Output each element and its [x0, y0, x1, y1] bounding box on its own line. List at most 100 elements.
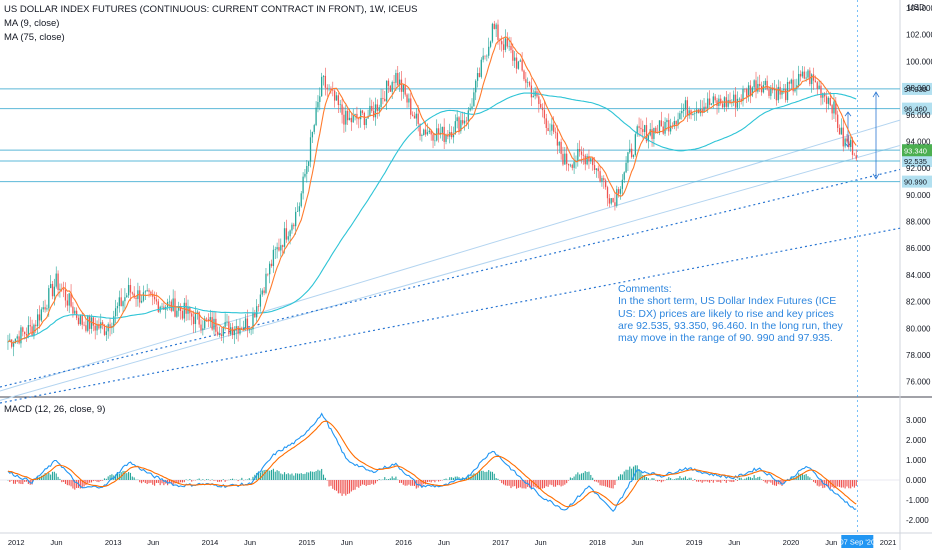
macd-histogram-bar: [222, 479, 224, 480]
macd-histogram-bar: [755, 478, 757, 480]
macd-histogram-bar: [814, 480, 816, 484]
macd-histogram-bar: [27, 480, 29, 484]
macd-histogram-bar: [246, 479, 248, 480]
macd-histogram-bar: [412, 480, 414, 486]
candle-body: [222, 326, 224, 337]
candle-body: [124, 297, 126, 302]
candle-body: [627, 152, 629, 163]
macd-histogram-bar: [330, 480, 332, 486]
macd-histogram-bar: [853, 480, 855, 488]
candle-body: [202, 328, 204, 331]
macd-histogram-bar: [491, 471, 493, 480]
macd-histogram-bar: [642, 475, 644, 480]
candle-body: [348, 117, 351, 121]
macd-histogram-bar: [805, 474, 807, 480]
candle-body: [566, 153, 568, 164]
macd-histogram-bar: [523, 480, 525, 489]
candle-body: [372, 110, 375, 118]
macd-histogram-bar: [161, 480, 163, 484]
candle-body: [426, 132, 429, 135]
macd-histogram-bar: [775, 480, 777, 486]
macd-histogram-bar: [404, 480, 406, 486]
macd-histogram-bar: [183, 480, 185, 483]
macd-histogram-bar: [519, 480, 521, 488]
candle-body: [660, 120, 662, 127]
price-tick-label: 88.000: [906, 218, 931, 227]
candle-body: [502, 44, 505, 50]
price-tick-label: 76.000: [906, 378, 931, 387]
candle-body: [814, 80, 817, 83]
candle-body: [501, 41, 503, 45]
candle-body: [790, 79, 792, 84]
macd-histogram-bar: [152, 480, 154, 485]
candle-body: [675, 121, 677, 125]
candle-body: [187, 307, 189, 314]
macd-histogram-bar: [191, 480, 193, 482]
candle-body: [747, 85, 750, 97]
macd-histogram-bar: [790, 476, 792, 480]
candle-body: [352, 115, 354, 123]
macd-tick-label: 0.000: [906, 476, 927, 485]
candle-body: [601, 178, 603, 182]
macd-histogram-bar: [109, 474, 111, 480]
candle-body: [259, 294, 262, 307]
macd-histogram-bar: [337, 480, 339, 494]
macd-histogram-bar: [74, 480, 76, 490]
macd-histogram-bar: [196, 479, 198, 480]
macd-histogram-bar: [545, 480, 547, 487]
macd-tick-label: 3.000: [906, 416, 927, 425]
macd-histogram-bar: [599, 480, 601, 486]
macd-histogram-bar: [595, 480, 597, 482]
macd-histogram-bar: [761, 479, 763, 480]
macd-histogram-bar: [413, 480, 416, 486]
macd-histogram-bar: [684, 476, 687, 480]
candle-body: [415, 113, 417, 119]
candle-body: [205, 318, 208, 320]
macd-histogram-bar: [406, 480, 408, 486]
candle-body: [430, 130, 432, 135]
middle-trendline: [0, 144, 901, 401]
macd-histogram-bar: [512, 480, 514, 487]
macd-histogram-bar: [567, 480, 570, 481]
macd-histogram-bar: [781, 480, 783, 486]
candle-body: [801, 71, 804, 77]
macd-histogram-bar: [367, 480, 369, 486]
candle-body: [98, 324, 100, 329]
macd-histogram-bar: [709, 480, 711, 483]
macd-histogram-bar: [549, 480, 551, 485]
macd-histogram-bar: [369, 480, 371, 485]
macd-histogram-bar: [592, 477, 594, 480]
candle-body: [662, 126, 664, 134]
candle-body: [228, 321, 230, 335]
candle-body: [736, 98, 739, 108]
macd-histogram-bar: [332, 480, 334, 489]
candle-body: [62, 289, 65, 291]
candle-body: [20, 327, 22, 344]
macd-histogram-bar: [516, 480, 518, 489]
candle-body: [356, 113, 358, 119]
macd-histogram-bar: [445, 478, 447, 480]
macd-histogram-bar: [335, 480, 338, 491]
candle-body: [361, 110, 364, 114]
macd-histogram-bar: [53, 471, 55, 480]
candle-body: [798, 73, 800, 86]
candle-body: [597, 168, 599, 172]
candle-body: [712, 96, 714, 104]
candle-body: [473, 92, 475, 107]
macd-histogram-bar: [11, 480, 13, 481]
macd-histogram-bar: [100, 480, 102, 482]
macd-histogram-bar: [562, 480, 564, 486]
candle-body: [270, 263, 273, 267]
candle-body: [33, 324, 35, 337]
candle-body: [55, 273, 57, 287]
macd-histogram-bar: [410, 480, 412, 486]
macd-pane: [0, 412, 900, 512]
macd-histogram-bar: [816, 480, 818, 486]
macd-histogram-bar: [525, 480, 527, 489]
candle-body: [816, 82, 818, 89]
candle-body: [634, 134, 637, 155]
ma75-legend: MA (75, close): [4, 32, 65, 43]
candle-body: [48, 288, 50, 309]
